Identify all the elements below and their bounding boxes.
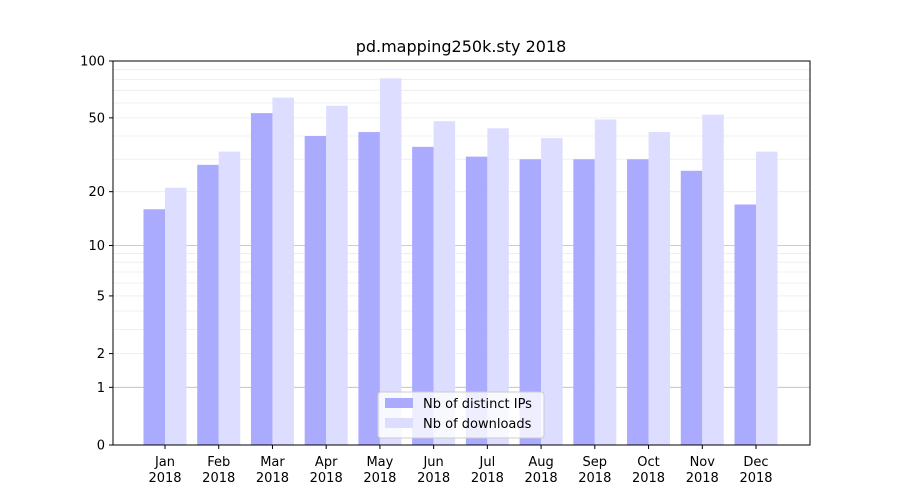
legend-swatch — [385, 398, 413, 408]
x-tick-label: 2018 — [310, 471, 343, 486]
bar-ips — [734, 204, 756, 445]
x-tick-label: 2018 — [471, 471, 504, 486]
y-tick-label: 0 — [97, 439, 105, 454]
x-tick-label: Aug — [528, 455, 553, 470]
legend-label: Nb of downloads — [423, 417, 532, 432]
x-tick-label: 2018 — [363, 471, 396, 486]
x-tick-label: 2018 — [578, 471, 611, 486]
legend-label: Nb of distinct IPs — [423, 397, 532, 412]
legend: Nb of distinct IPs Nb of downloads — [377, 391, 545, 439]
y-tick-label: 5 — [97, 289, 105, 304]
bar-ips — [197, 164, 219, 445]
x-tick-label: 2018 — [632, 471, 665, 486]
x-tick-label: Feb — [207, 455, 230, 470]
x-tick-label: Mar — [260, 455, 285, 470]
bar-ips — [627, 159, 649, 445]
bar-downloads — [648, 132, 671, 446]
x-tick-label: 2018 — [417, 471, 450, 486]
bar-downloads — [379, 78, 402, 446]
x-tick-label: 2018 — [256, 471, 289, 486]
bar-ips — [465, 156, 488, 445]
axes-frame — [112, 60, 811, 446]
x-tick-label: Sep — [583, 455, 608, 470]
x-tick-label: Jul — [479, 455, 496, 470]
bar-downloads — [218, 151, 241, 445]
bar-ips — [412, 146, 434, 445]
bar-ips — [304, 136, 327, 445]
bar-downloads — [756, 151, 778, 445]
bar-downloads — [272, 97, 294, 445]
x-tick-label: 2018 — [686, 471, 719, 486]
x-tick-label: 2018 — [525, 471, 558, 486]
bar-downloads — [326, 105, 348, 446]
bar-downloads — [487, 128, 509, 445]
bar-ips — [573, 159, 595, 445]
legend-swatch — [385, 418, 413, 428]
bar-ips — [680, 170, 703, 445]
x-tick-label: Nov — [690, 455, 716, 470]
y-tick-label: 20 — [88, 185, 105, 200]
bar-downloads — [165, 187, 187, 445]
chart-title: pd.mapping250k.sty 2018 — [356, 37, 567, 56]
bar-downloads — [433, 121, 456, 446]
x-tick-label: 2018 — [739, 471, 772, 486]
bar-downloads — [541, 138, 563, 445]
bar-ips — [358, 132, 380, 446]
bar-downloads — [594, 119, 617, 445]
y-tick-label: 100 — [80, 55, 105, 70]
y-tick-label: 10 — [88, 239, 105, 254]
x-tick-label: Jan — [154, 455, 175, 470]
y-tick-label: 1 — [97, 381, 105, 396]
x-tick-label: Oct — [637, 455, 659, 470]
x-tick-label: 2018 — [202, 471, 235, 486]
y-tick-label: 2 — [97, 347, 105, 362]
x-tick-label: 2018 — [148, 471, 181, 486]
y-tick-label: 50 — [88, 111, 105, 126]
legend-box — [377, 391, 545, 439]
x-tick-label: Apr — [315, 455, 338, 470]
x-tick-label: Dec — [743, 455, 768, 470]
x-tick-label: Jun — [422, 455, 443, 470]
bar-ips — [143, 209, 165, 445]
bar-downloads — [702, 114, 724, 446]
bar-ips — [519, 159, 542, 445]
x-tick-label: May — [366, 455, 393, 470]
bar-ips — [250, 113, 273, 445]
